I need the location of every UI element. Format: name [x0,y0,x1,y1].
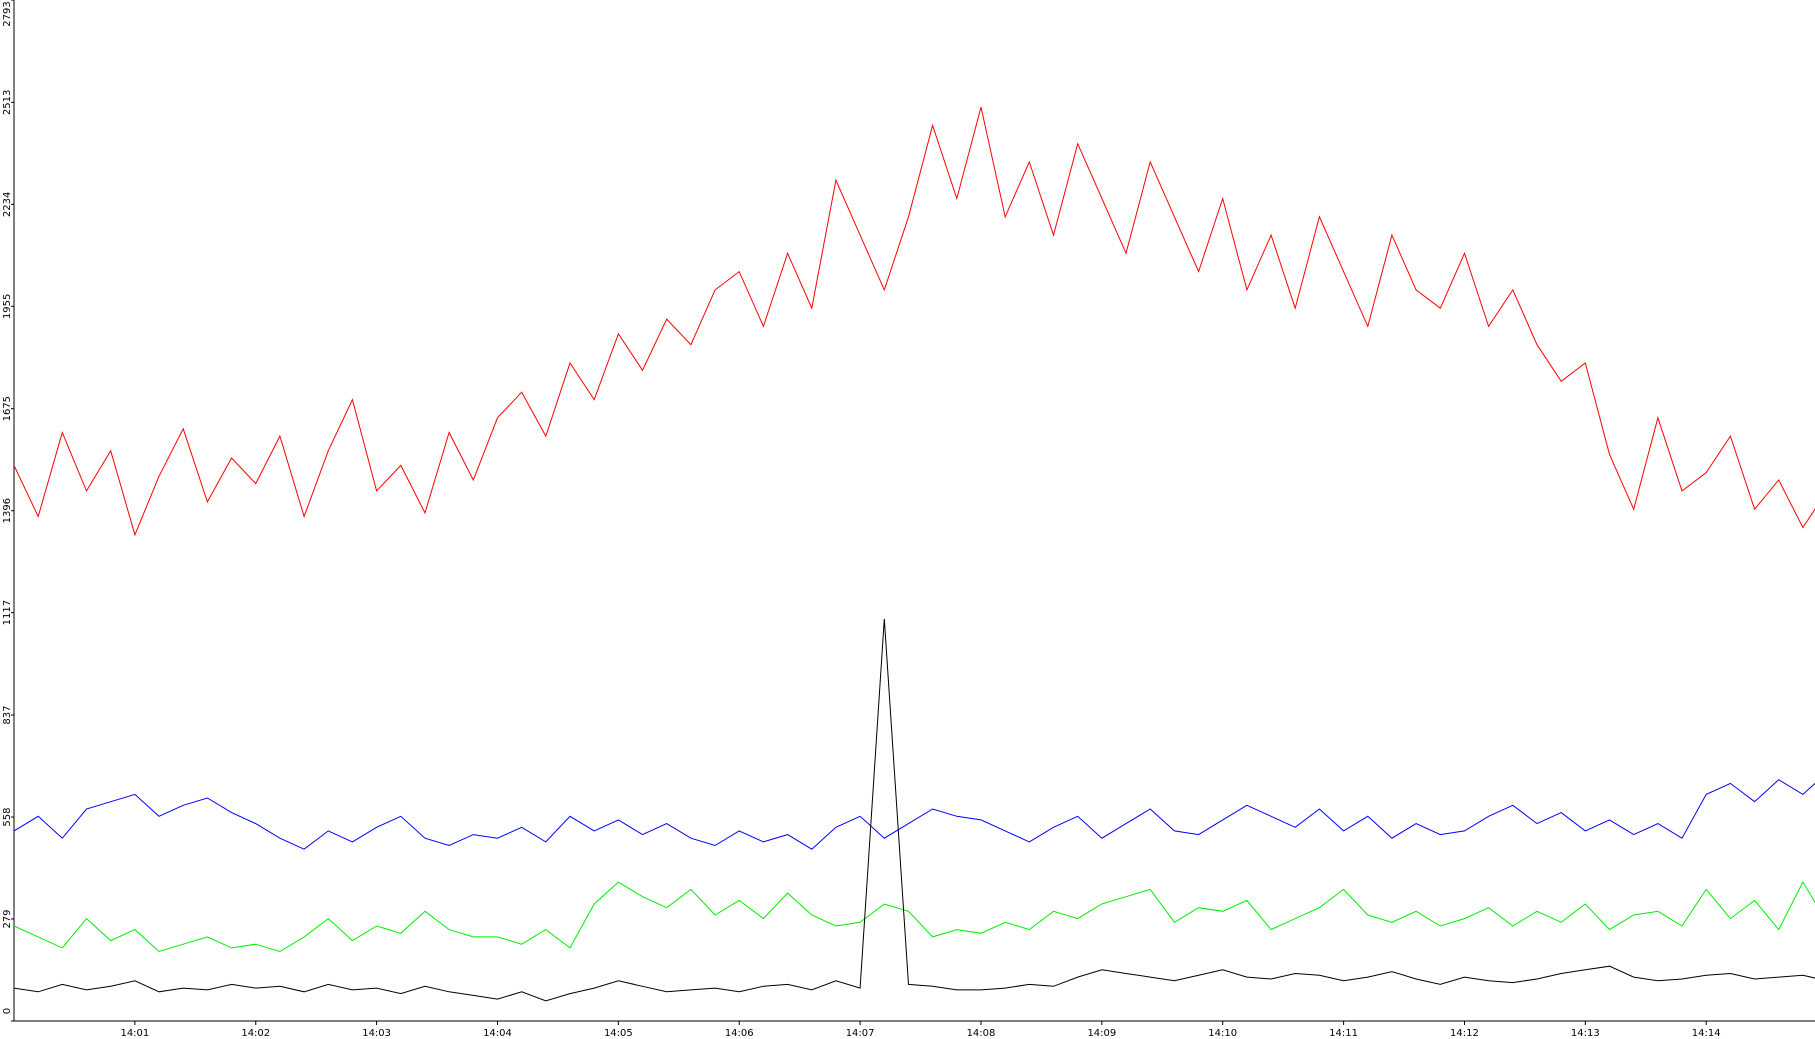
x-tick-label: 14:04 [483,1028,512,1039]
x-tick-label: 14:14 [1692,1028,1721,1039]
y-tick-label: 837 [2,705,13,724]
x-tick-label: 14:06 [725,1028,754,1039]
x-tick-label: 14:09 [1087,1028,1116,1039]
x-tick-label: 14:11 [1329,1028,1358,1039]
y-tick-label: 1396 [2,498,13,523]
y-tick-label: 279 [2,909,13,928]
y-tick-label: 1117 [2,600,13,625]
y-tick-label: 2234 [2,192,13,217]
x-tick-label: 14:10 [1208,1028,1237,1039]
x-tick-label: 14:05 [604,1028,633,1039]
x-tick-label: 14:03 [362,1028,391,1039]
x-tick-label: 14:01 [120,1028,149,1039]
y-tick-label: 0 [2,1008,13,1014]
series-line [13,618,1815,1002]
x-tick-label: 14:13 [1571,1028,1600,1039]
x-tick-label: 14:02 [241,1028,270,1039]
y-tick-label: 558 [2,807,13,826]
series-line [13,106,1815,537]
x-tick-label: 14:07 [846,1028,875,1039]
y-tick-label: 2793 [2,1,13,26]
series-line [13,779,1815,850]
series-line [13,881,1815,953]
y-tick-label: 2513 [2,90,13,115]
x-tick-label: 14:12 [1450,1028,1479,1039]
y-tick-label: 1675 [2,396,13,421]
x-tick-label: 14:08 [967,1028,996,1039]
y-tick-label: 1955 [2,294,13,319]
